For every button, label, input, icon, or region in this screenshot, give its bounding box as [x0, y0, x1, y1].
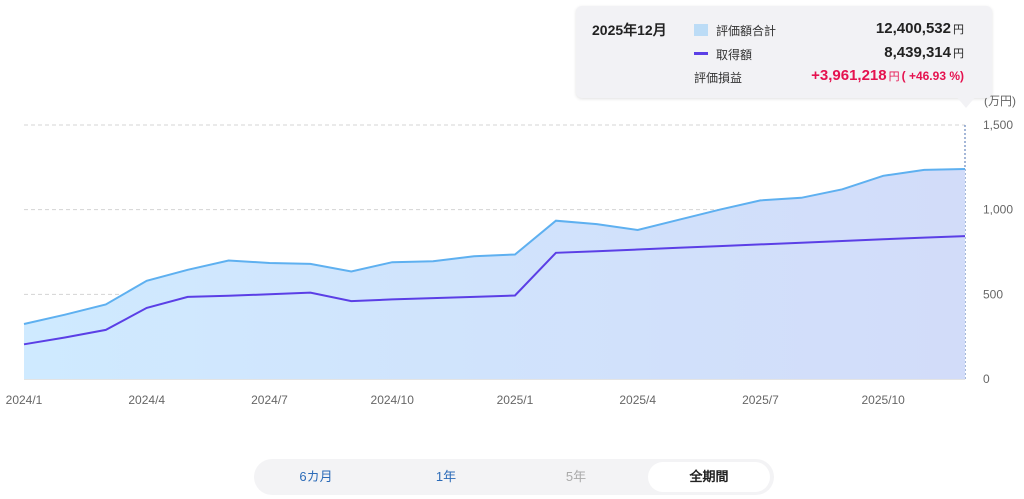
tooltip-label: 取得額 [716, 48, 753, 62]
period-5-years-button: 5年 [565, 469, 587, 484]
y-tick-label: 1,000 [983, 203, 1013, 217]
x-tick-label: 2025/1 [497, 393, 534, 407]
tooltip-label: 評価損益 [694, 71, 743, 85]
x-tick-label: 2025/10 [861, 393, 905, 407]
valuation-area-fill [24, 169, 965, 379]
tooltip-label: 評価額合計 [716, 24, 777, 38]
line-legend-swatch [694, 52, 708, 55]
tooltip-row-cost: 取得額 8,439,314 円 [694, 44, 980, 64]
x-tick-label: 2024/7 [251, 393, 288, 407]
x-tick-label: 2025/4 [619, 393, 656, 407]
y-axis-unit: (万円) [984, 94, 1016, 108]
tooltip-row-valuation: 評価額合計 12,400,532 円 [694, 20, 980, 40]
x-tick-label: 2024/10 [371, 393, 415, 407]
tooltip-value: 12,400,532 円 [875, 20, 964, 37]
x-tick-label: 2024/1 [6, 393, 43, 407]
tooltip-value: 8,439,314 円 [884, 44, 964, 61]
area-legend-swatch [694, 24, 708, 36]
gain-value: +3,961,218 円( +46.93 %) [811, 67, 964, 84]
x-tick-label: 2025/7 [742, 393, 779, 407]
tooltip-panel: 2025年12月 評価額合計 12,400,532 円 取得額 8,439,314… [576, 6, 992, 98]
period-6-months-button[interactable]: 6カ月 [299, 469, 333, 484]
tooltip-row-gain: 評価損益 +3,961,218 円( +46.93 %) [694, 67, 980, 87]
period-1-year-button[interactable]: 1年 [435, 469, 457, 484]
x-tick-label: 2024/4 [128, 393, 165, 407]
y-tick-label: 1,500 [983, 118, 1013, 132]
cost-line [23, 235, 966, 346]
valuation-line [23, 168, 966, 325]
tooltip-pointer [956, 96, 976, 108]
period-all-button[interactable]: 全期間 [648, 462, 770, 492]
y-tick-label: 500 [983, 287, 1003, 301]
tooltip-date: 2025年12月 [592, 22, 667, 38]
y-tick-label: 0 [983, 372, 990, 386]
period-selector: 6カ月 1年 5年 全期間 [254, 459, 774, 495]
